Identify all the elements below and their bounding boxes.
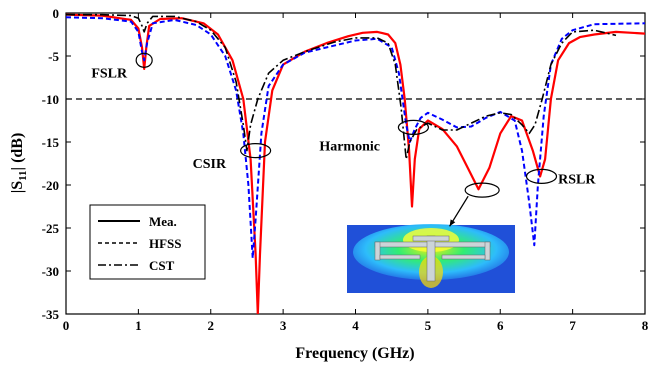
x-tick-label: 8: [642, 318, 648, 333]
axis-ticks: 0 1 2 3 4 5 6 7 8 0 -5 -10 -15 -20 -25 -30 -35: [42, 6, 648, 333]
annotation-ellipse-rslr: [525, 168, 558, 184]
y-tick-label: -5: [48, 49, 59, 64]
y-tick-label: -30: [42, 264, 59, 279]
series-line-cst: [66, 13, 617, 160]
y-tick-label: 0: [53, 6, 60, 21]
annotation-label-harmonic: Harmonic: [319, 140, 380, 155]
legend-label-hfss: HFSS: [149, 236, 182, 251]
annotation-ellipse-csir: [240, 143, 272, 159]
annotations-group: FSLR CSIR Harmonic RSLR: [91, 52, 596, 227]
field-distribution-inset: [347, 224, 515, 293]
x-tick-label: 7: [569, 318, 576, 333]
y-tick-label: -15: [42, 135, 60, 150]
x-axis-title: Frequency (GHz): [295, 345, 414, 362]
x-tick-label: 1: [135, 318, 142, 333]
x-tick-label: 0: [63, 318, 70, 333]
x-tick-label: 4: [352, 318, 359, 333]
legend-label-cst: CST: [149, 258, 175, 273]
y-axis-title: |S11| (dB): [9, 133, 29, 194]
series-line-mea: [66, 13, 645, 314]
annotation-label-fslr: FSLR: [91, 67, 128, 82]
series-group: [66, 13, 645, 314]
x-tick-label: 3: [280, 318, 287, 333]
annotation-label-csir: CSIR: [193, 157, 227, 172]
x-tick-label: 2: [208, 318, 215, 333]
y-tick-label: -10: [42, 92, 59, 107]
y-tick-label: -25: [42, 221, 60, 236]
y-tick-label: -20: [42, 178, 59, 193]
x-tick-label: 6: [497, 318, 504, 333]
annotation-ellipse-harmonic: [397, 119, 429, 135]
annotation-ellipse-fslr: [135, 52, 153, 68]
legend: Mea. HFSS CST: [89, 204, 206, 280]
inset-arrow-head: [449, 219, 456, 227]
x-tick-label: 5: [425, 318, 432, 333]
y-tick-label: -35: [42, 307, 60, 322]
legend-label-mea: Mea.: [149, 214, 177, 229]
inset-pointer-ellipse: [464, 182, 500, 198]
annotation-label-rslr: RSLR: [558, 172, 596, 187]
